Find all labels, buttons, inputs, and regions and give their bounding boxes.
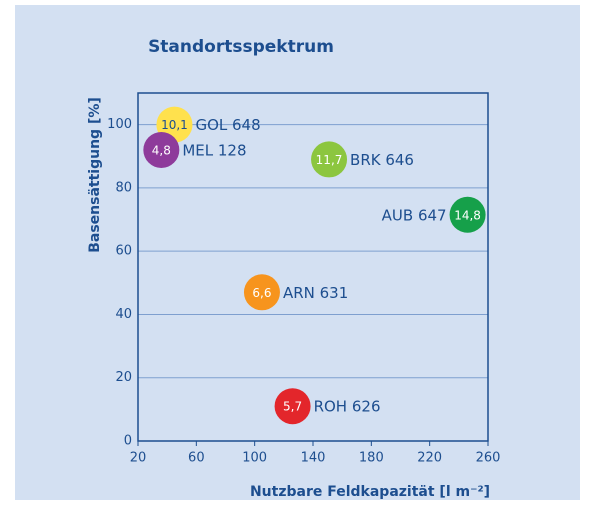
y-tick-label: 80 bbox=[115, 180, 132, 195]
data-label: 5,7 bbox=[283, 400, 302, 414]
bubble bbox=[311, 141, 348, 178]
point-name: AUB 647 bbox=[382, 206, 447, 224]
x-tick-label: 100 bbox=[242, 451, 267, 466]
point-name: BRK 646 bbox=[350, 151, 414, 169]
point-name: MEL 128 bbox=[182, 141, 246, 159]
y-tick-label: 0 bbox=[124, 434, 132, 449]
data-label: 6,6 bbox=[252, 286, 271, 300]
y-tick-label: 40 bbox=[115, 307, 132, 322]
data-label: 10,1 bbox=[161, 118, 188, 132]
x-tick-label: 20 bbox=[130, 451, 147, 466]
x-tick-label: 60 bbox=[188, 451, 205, 466]
y-tick-label: 60 bbox=[115, 244, 132, 259]
y-tick-label: 100 bbox=[107, 117, 132, 132]
x-axis-label: Nutzbare Feldkapazität [l m⁻²] bbox=[250, 484, 490, 500]
x-tick-label: 180 bbox=[359, 451, 384, 466]
point-name: ARN 631 bbox=[283, 284, 348, 302]
chart-title: Standortsspektrum bbox=[148, 37, 334, 57]
bubble bbox=[143, 131, 180, 168]
y-tick-label: 20 bbox=[115, 370, 132, 385]
data-label: 11,7 bbox=[316, 153, 343, 167]
bubble bbox=[243, 274, 280, 311]
plot-frame bbox=[137, 92, 489, 442]
data-label: 4,8 bbox=[152, 143, 171, 157]
x-tick-label: 260 bbox=[476, 451, 501, 466]
y-axis-label: Basensättigung [%] bbox=[87, 97, 103, 253]
data-label: 14,8 bbox=[454, 208, 481, 222]
bubble bbox=[449, 196, 486, 233]
x-tick-label: 220 bbox=[417, 451, 442, 466]
point-name: ROH 626 bbox=[314, 398, 381, 416]
bubble bbox=[274, 388, 311, 425]
point-name: GOL 648 bbox=[195, 116, 260, 134]
x-tick-label: 140 bbox=[301, 451, 326, 466]
